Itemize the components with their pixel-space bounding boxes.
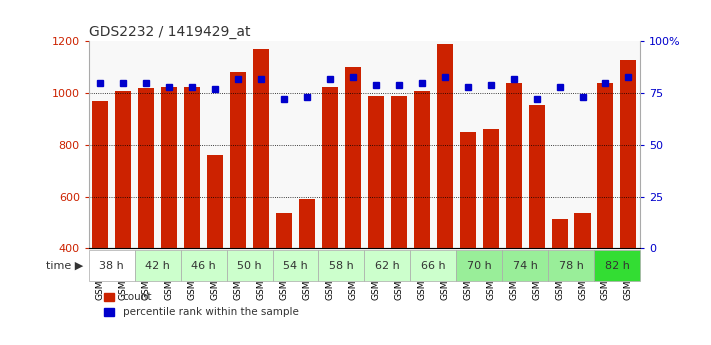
Text: 62 h: 62 h xyxy=(375,261,400,270)
Text: 78 h: 78 h xyxy=(559,261,584,270)
Bar xyxy=(597,83,614,248)
Text: 74 h: 74 h xyxy=(513,261,538,270)
Bar xyxy=(161,87,177,248)
FancyBboxPatch shape xyxy=(410,250,456,281)
Bar xyxy=(253,49,269,248)
Text: 38 h: 38 h xyxy=(100,261,124,270)
Text: 66 h: 66 h xyxy=(421,261,446,270)
Bar xyxy=(437,44,453,248)
FancyBboxPatch shape xyxy=(364,250,410,281)
Text: time ▶: time ▶ xyxy=(46,261,83,270)
Bar xyxy=(184,87,201,248)
Bar xyxy=(115,90,132,248)
Bar xyxy=(299,199,315,248)
FancyBboxPatch shape xyxy=(272,250,319,281)
Text: 70 h: 70 h xyxy=(467,261,491,270)
FancyBboxPatch shape xyxy=(227,250,272,281)
Bar xyxy=(322,87,338,248)
FancyBboxPatch shape xyxy=(594,250,640,281)
Text: 54 h: 54 h xyxy=(283,261,308,270)
Bar xyxy=(552,219,567,248)
Text: 42 h: 42 h xyxy=(145,261,170,270)
FancyBboxPatch shape xyxy=(456,250,502,281)
FancyBboxPatch shape xyxy=(181,250,227,281)
FancyBboxPatch shape xyxy=(502,250,548,281)
Bar xyxy=(230,72,246,248)
Bar xyxy=(368,96,384,248)
Bar xyxy=(414,90,430,248)
Bar xyxy=(460,132,476,248)
Bar xyxy=(483,129,498,248)
Text: 82 h: 82 h xyxy=(604,261,629,270)
FancyBboxPatch shape xyxy=(135,250,181,281)
Bar xyxy=(138,88,154,248)
FancyBboxPatch shape xyxy=(319,250,364,281)
Legend: count, percentile rank within the sample: count, percentile rank within the sample xyxy=(100,288,303,322)
Text: 46 h: 46 h xyxy=(191,261,216,270)
Bar xyxy=(528,105,545,248)
Bar xyxy=(574,214,591,248)
Bar xyxy=(621,59,636,248)
FancyBboxPatch shape xyxy=(548,250,594,281)
Text: GDS2232 / 1419429_at: GDS2232 / 1419429_at xyxy=(89,25,250,39)
Bar xyxy=(506,83,522,248)
Text: 50 h: 50 h xyxy=(237,261,262,270)
FancyBboxPatch shape xyxy=(89,250,135,281)
Bar xyxy=(207,155,223,248)
Text: 58 h: 58 h xyxy=(329,261,354,270)
Bar xyxy=(391,96,407,248)
Bar xyxy=(92,101,108,248)
Bar xyxy=(276,214,292,248)
Bar xyxy=(345,67,361,248)
